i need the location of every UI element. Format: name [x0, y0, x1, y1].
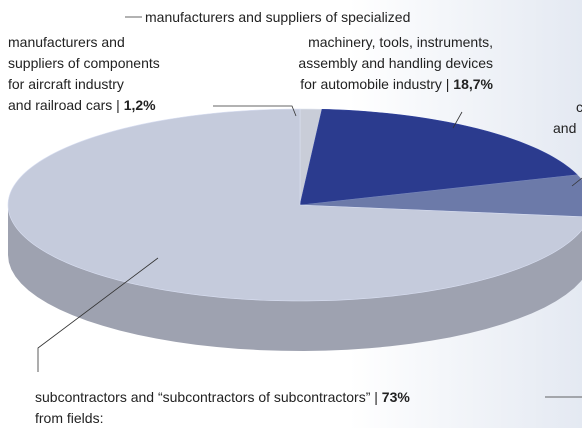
slice-label: machinery, tools, instruments,: [308, 34, 493, 50]
label-line: manufacturers and: [8, 34, 125, 50]
label-line: c: [576, 99, 582, 115]
label-line: and: [553, 120, 576, 136]
label-line: and railroad cars |: [8, 97, 120, 113]
slice-label: from fields:: [35, 410, 103, 426]
slice-side: [8, 205, 582, 351]
slice-label: c: [576, 99, 582, 115]
slice-label: subcontractors and “subcontractors of su…: [35, 389, 410, 405]
label-line: suppliers of components: [8, 55, 160, 71]
label-line: from fields:: [35, 410, 103, 426]
slice: [7, 108, 582, 302]
label-line: for aircraft industry: [8, 76, 124, 92]
slice-label: for aircraft industry: [8, 76, 124, 92]
label-line: machinery, tools, instruments,: [308, 34, 493, 50]
slice-label: suppliers of components: [8, 55, 160, 71]
leader-line: [213, 105, 297, 117]
leader-line: [37, 257, 159, 372]
leader-line: [571, 177, 582, 187]
value-label: 18,7%: [453, 76, 493, 92]
slice-label: assembly and handling devices: [298, 55, 493, 71]
value-label: 73%: [382, 389, 411, 405]
slice: [299, 108, 578, 206]
leader-line: [452, 111, 463, 129]
label-line: manufacturers and suppliers of specializ…: [145, 9, 410, 25]
value-label: 1,2%: [124, 97, 156, 113]
slice-label: manufacturers and suppliers of specializ…: [145, 9, 410, 25]
slice-label: and: [553, 120, 576, 136]
label-line: subcontractors and “subcontractors of su…: [35, 389, 378, 405]
label-line: for automobile industry |: [300, 76, 449, 92]
slice-label: for automobile industry | 18,7%: [300, 76, 493, 92]
pie: [7, 108, 582, 351]
slice-label: and railroad cars | 1,2%: [8, 97, 156, 113]
slice-label: manufacturers and: [8, 34, 125, 50]
label-line: assembly and handling devices: [298, 55, 493, 71]
